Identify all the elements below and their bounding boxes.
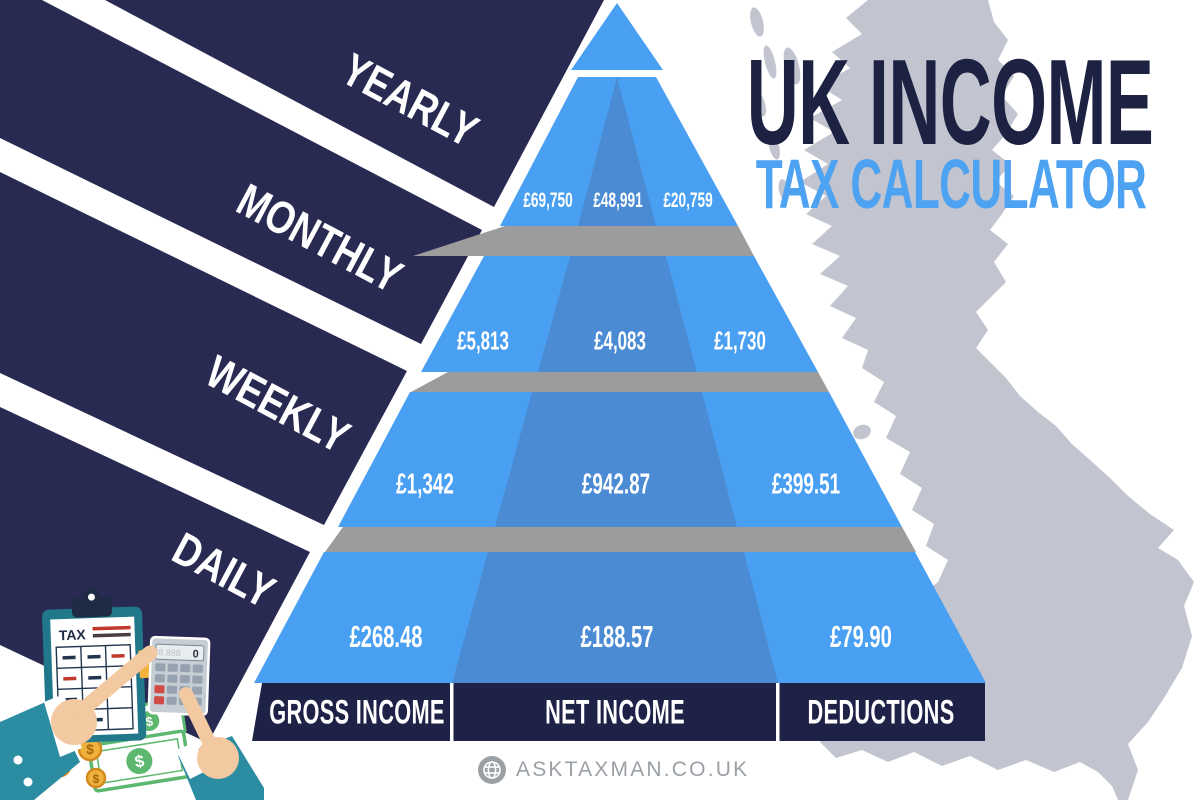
calculator-display: 0	[192, 648, 199, 660]
svg-text:888.888: 888.888	[148, 647, 181, 658]
weekly-deductions-value: £399.51	[771, 468, 841, 501]
svg-text:$: $	[86, 741, 94, 757]
column-header-bar	[252, 683, 985, 741]
svg-text:$: $	[133, 751, 146, 771]
pyramid-apex-cap	[571, 3, 663, 70]
tax-document-title: TAX	[58, 626, 86, 643]
net-income-column	[452, 77, 778, 683]
isle-of-man	[853, 424, 871, 440]
footer: ASKTAXMAN.CO.UK	[478, 756, 749, 784]
svg-text:$: $	[93, 772, 100, 786]
ribbon-yearly	[105, 0, 604, 207]
main-title: UK INCOME	[746, 34, 1154, 170]
ribbon-monthly	[0, 0, 482, 344]
yearly-net-value: £48,991	[593, 189, 643, 212]
tax-illustration: $ $ $ $ $	[0, 588, 264, 800]
yearly-gross-value: £69,750	[523, 189, 573, 212]
pointing-hand-right-icon	[176, 687, 264, 800]
pyramid	[254, 3, 986, 683]
sub-title: TAX CALCULATOR	[755, 145, 1147, 223]
pointing-hand-left-icon	[0, 645, 158, 800]
column-header-net: NET INCOME	[545, 693, 685, 732]
globe-icon	[478, 756, 506, 784]
daily-net-value: £188.57	[580, 619, 654, 654]
footer-website: ASKTAXMAN.CO.UK	[516, 758, 750, 781]
ribbon-weekly	[0, 172, 407, 525]
pyramid-shadow-bands	[325, 226, 916, 552]
weekly-gross-value: £1,342	[396, 468, 454, 501]
weekly-net-value: £942.87	[581, 468, 651, 501]
bar-divider	[776, 683, 780, 741]
monthly-deductions-value: £1,730	[714, 325, 766, 356]
daily-gross-value: £268.48	[349, 619, 423, 654]
uk-map-silhouette	[750, 0, 1194, 800]
daily-deductions-value: £79.90	[830, 619, 892, 654]
yearly-deductions-value: £20,759	[663, 189, 713, 212]
column-header-deductions: DEDUCTIONS	[807, 693, 955, 732]
column-header-gross: GROSS INCOME	[269, 693, 445, 732]
monthly-gross-value: £5,813	[457, 325, 509, 356]
monthly-net-value: £4,083	[594, 325, 646, 356]
svg-text:$: $	[145, 713, 155, 729]
bar-divider	[450, 683, 454, 741]
